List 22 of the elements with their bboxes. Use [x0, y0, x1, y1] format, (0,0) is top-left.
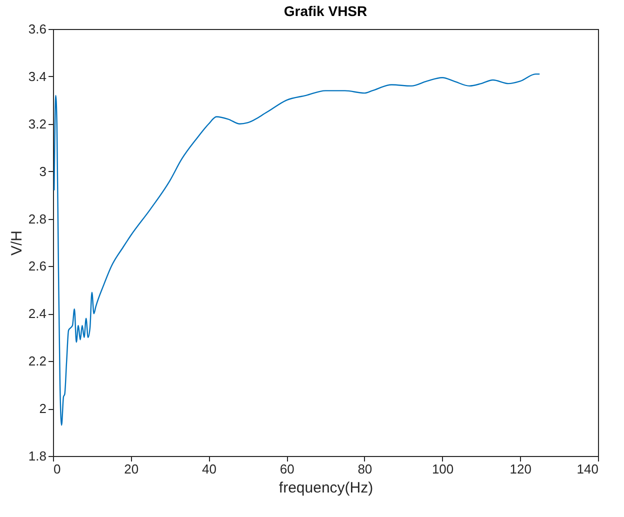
y-tick-label: 3.4 — [28, 68, 46, 84]
x-axis-title: frequency(Hz) — [278, 480, 374, 496]
y-tick-label: 3.6 — [28, 22, 46, 36]
y-tick-label: 2.4 — [28, 306, 46, 322]
y-tick-label: 1.8 — [28, 448, 46, 464]
y-tick-label: 2.2 — [28, 354, 46, 369]
line-series — [54, 73, 540, 426]
x-tick-label: 80 — [358, 462, 372, 476]
x-tick-label: 0 — [54, 462, 61, 476]
y-tick-label: 2.6 — [28, 258, 46, 274]
x-tick-label: 40 — [202, 462, 216, 476]
x-tick-label: 20 — [124, 462, 139, 476]
x-tick-label: 140 — [576, 462, 598, 476]
y-tick-label: 3.2 — [28, 116, 46, 132]
x-tick-label: 100 — [432, 462, 454, 476]
x-tick-label: 60 — [280, 462, 294, 476]
y-tick-label: 2 — [39, 401, 46, 416]
y-tick-label: 2.8 — [28, 211, 46, 226]
chart-title: Grafik VHSR — [284, 3, 368, 19]
y-axis-title: V/H — [8, 230, 26, 256]
x-tick-label: 120 — [510, 462, 532, 476]
y-tick-label: 3 — [39, 164, 46, 179]
